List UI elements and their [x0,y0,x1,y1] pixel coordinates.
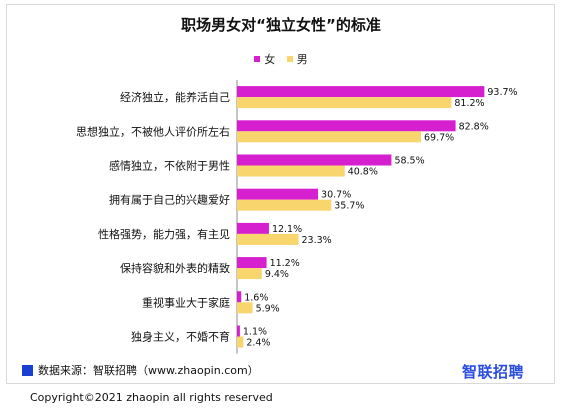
source-marker-square [22,364,33,376]
zhaopin-logo: 智联招聘 [462,363,525,381]
value-label-male: 2.4% [246,338,270,349]
value-label-female: 1.6% [244,292,268,303]
value-label-female: 12.1% [272,224,302,235]
category-label: 性格强势，能力强，有主见 [98,227,230,241]
bar-female [237,257,267,269]
bar-male [237,97,452,109]
category-label: 思想独立，不被他人评价所左右 [76,124,230,138]
bar-male [237,165,345,177]
category-label: 保持容貌和外表的精致 [120,261,230,275]
bar-female [237,325,240,337]
category-label: 感情独立，不依附于男性 [109,159,230,173]
chart-title: 职场男女对“独立女性”的标准 [181,16,381,34]
bar-female [237,120,456,132]
value-label-female: 11.2% [270,258,300,269]
value-label-female: 93.7% [487,87,517,98]
legend-swatch-female [254,56,261,62]
value-label-male: 69.7% [424,132,454,143]
copyright-text: Copyright©2021 zhaopin all rights reserv… [30,391,273,404]
value-label-male: 5.9% [256,303,280,314]
value-label-female: 30.7% [321,190,351,201]
legend-swatch-male [286,56,293,62]
legend-label-female: 女 [264,53,276,66]
chart-border [6,4,555,384]
bar-chart: 经济独立，能养活自己 93.7%81.2% 思想独立，不被他人评价所左右 82.8% 6… [76,80,518,354]
bar-male [237,131,422,143]
source-text: 数据来源：智联招聘（www.zhaopin.com） [38,364,259,377]
bar-female [237,188,319,200]
value-label-male: 40.8% [348,167,378,178]
bar-male [237,336,244,348]
bar-female [237,222,269,234]
legend: 女 男 [0,51,562,67]
legend-item-female: 女 [254,51,275,67]
legend-item-male: 男 [286,51,308,67]
legend-label-male: 男 [296,53,308,66]
bar-female [237,154,392,166]
category-label: 重视事业大于家庭 [142,295,230,309]
category-label: 经济独立，能养活自己 [120,90,230,104]
value-label-male: 9.4% [265,269,289,280]
bar-female [237,86,485,98]
category-label: 拥有属于自己的兴趣爱好 [109,193,230,207]
bar-male [237,302,253,314]
value-label-female: 82.8% [459,121,489,132]
value-label-male: 81.2% [454,98,484,109]
value-label-female: 58.5% [394,156,424,167]
bar-male [237,233,299,245]
value-label-male: 23.3% [302,235,332,246]
bar-male [237,268,262,280]
bar-male [237,199,332,211]
bar-female [237,291,242,303]
value-label-male: 35.7% [334,201,364,212]
value-label-female: 1.1% [243,327,267,338]
category-label: 独身主义，不婚不育 [131,330,230,344]
data-source: 数据来源：智联招聘（www.zhaopin.com） [22,362,259,378]
